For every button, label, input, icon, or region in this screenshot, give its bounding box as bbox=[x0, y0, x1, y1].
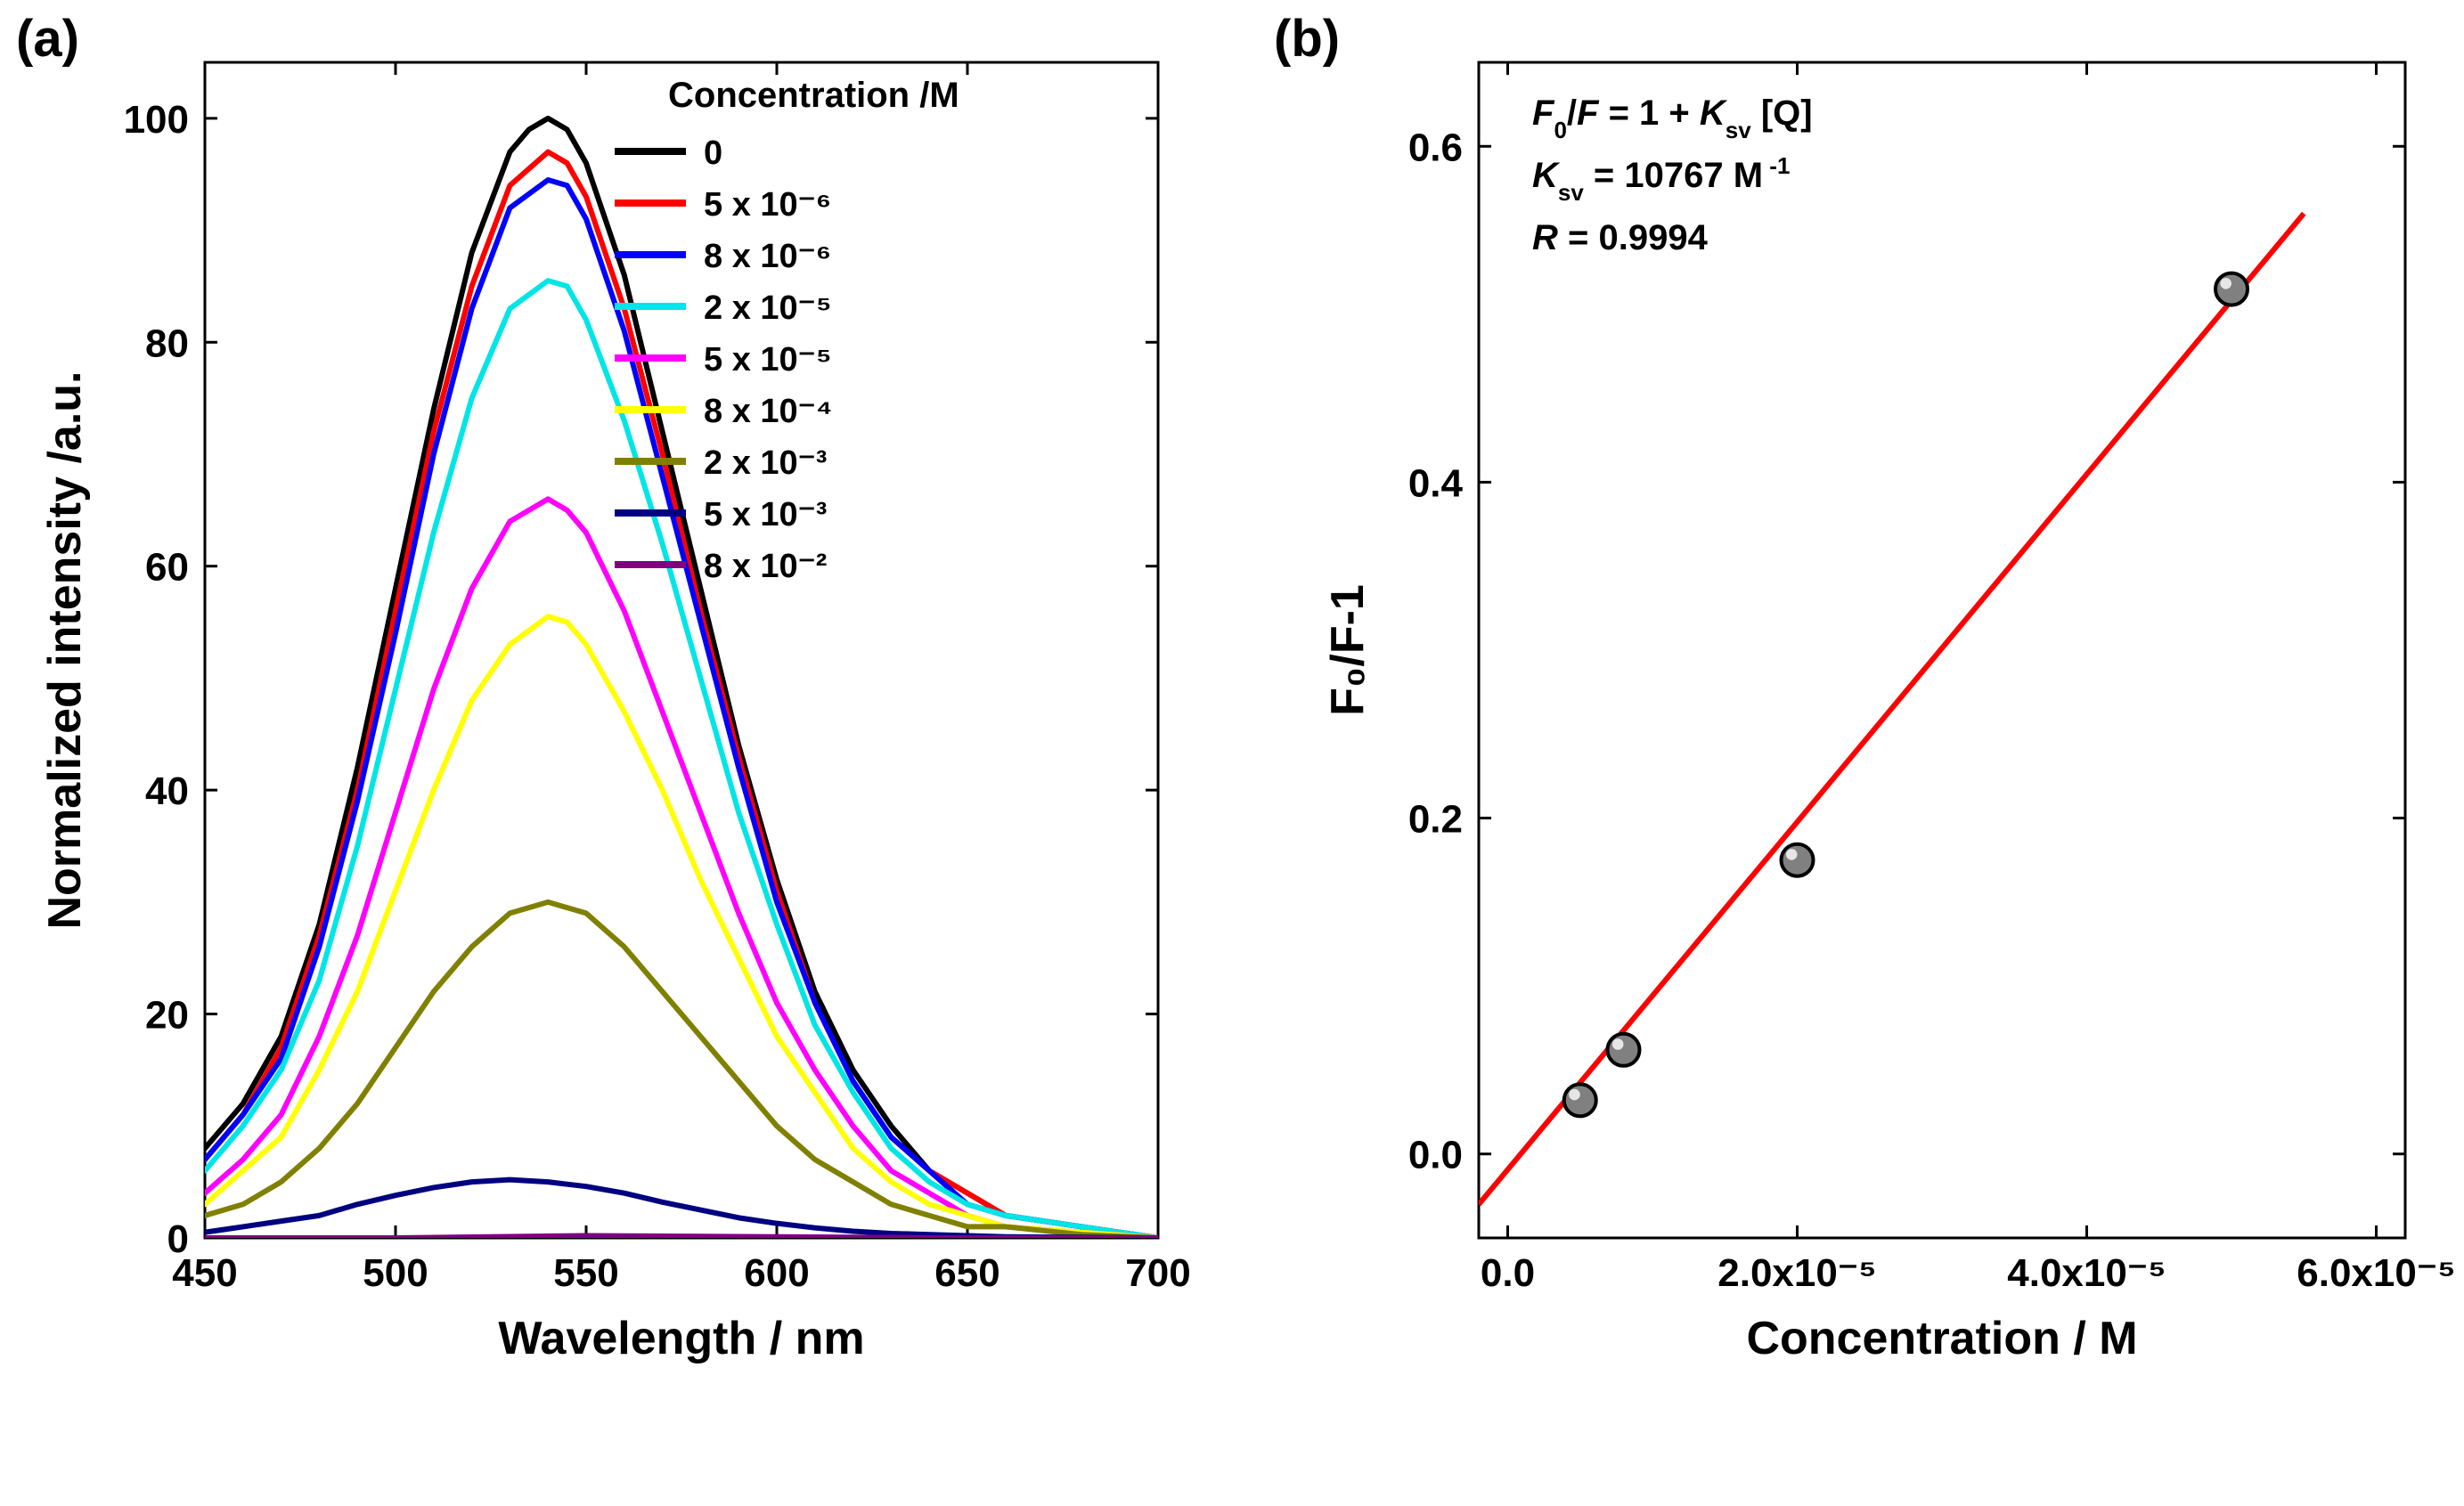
panel-a-ytick-label: 80 bbox=[145, 322, 189, 365]
panel-a-xtick-label: 550 bbox=[553, 1251, 618, 1295]
figure-svg: 450500550600650700020406080100Wavelength… bbox=[0, 0, 2464, 1506]
panel-b-xtick-label: 6.0x10⁻⁵ bbox=[2297, 1251, 2455, 1295]
panel-a-frame bbox=[205, 62, 1158, 1238]
panel-a-series bbox=[205, 1235, 1158, 1238]
legend-item-label: 5 x 10⁻⁶ bbox=[704, 186, 831, 224]
panel-a-label: (a) bbox=[16, 9, 79, 69]
panel-a-ytick-label: 20 bbox=[145, 994, 189, 1038]
panel-a-ytick-label: 100 bbox=[124, 98, 189, 142]
panel-a-xtick-label: 600 bbox=[744, 1251, 809, 1295]
legend-item-label: 5 x 10⁻³ bbox=[704, 496, 827, 533]
panel-b-label: (b) bbox=[1274, 9, 1340, 69]
panel-b-plot-group bbox=[1479, 214, 2304, 1205]
panel-a-xtick-label: 700 bbox=[1125, 1251, 1190, 1295]
panel-b-annot-line2: Ksv = 10767 M -1 bbox=[1532, 152, 1790, 206]
panel-b-point bbox=[1782, 844, 1814, 876]
legend-item-label: 8 x 10⁻⁴ bbox=[704, 393, 833, 430]
panel-b-annot-line3: R = 0.9994 bbox=[1532, 218, 1709, 257]
panel-a-series bbox=[205, 152, 1158, 1238]
panel-b-xtick-label: 0.0 bbox=[1481, 1251, 1535, 1295]
panel-b-point-highlight bbox=[1569, 1089, 1580, 1101]
panel-b-point bbox=[2215, 273, 2248, 305]
panel-a-ytick-label: 40 bbox=[145, 769, 189, 813]
figure: (a) (b) 450500550600650700020406080100Wa… bbox=[0, 0, 2464, 1506]
panel-a-ylabel: Normalized intensity /a.u. bbox=[39, 370, 91, 929]
panel-b-fit-line bbox=[1479, 214, 2304, 1205]
panel-b-ylabel: F₀/F-1 bbox=[1322, 584, 1374, 716]
panel-b-point-highlight bbox=[1786, 849, 1798, 860]
panel-b-point-highlight bbox=[2220, 278, 2231, 289]
panel-a-series bbox=[205, 902, 1158, 1238]
panel-b-ytick-label: 0.2 bbox=[1408, 798, 1463, 842]
panel-b-ytick-label: 0.0 bbox=[1408, 1134, 1463, 1177]
panel-a-xtick-label: 650 bbox=[934, 1251, 999, 1295]
panel-a-xlabel: Wavelength / nm bbox=[498, 1313, 864, 1364]
legend-item-label: 8 x 10⁻⁶ bbox=[704, 238, 831, 275]
panel-b-point-highlight bbox=[1612, 1038, 1624, 1050]
panel-b-annot-line1: F0/F = 1 + Ksv [Q] bbox=[1532, 94, 1813, 143]
legend-item-label: 0 bbox=[704, 134, 722, 172]
panel-a-ytick-label: 60 bbox=[145, 546, 189, 590]
legend-item-label: 2 x 10⁻³ bbox=[704, 444, 827, 482]
panel-a-legend-title: Concentration /M bbox=[668, 76, 959, 115]
legend-item-label: 2 x 10⁻⁵ bbox=[704, 289, 832, 327]
panel-b-point bbox=[1608, 1034, 1640, 1066]
panel-b-ytick-label: 0.4 bbox=[1408, 461, 1464, 505]
panel-b-ytick-label: 0.6 bbox=[1408, 126, 1463, 169]
panel-a-xtick-label: 500 bbox=[363, 1251, 428, 1295]
panel-b-xtick-label: 2.0x10⁻⁵ bbox=[1717, 1251, 1876, 1295]
panel-a-legend: Concentration /M 0 5 x 10⁻⁶ 8 x 10⁻⁶ 2 x 10⁻… bbox=[615, 76, 959, 585]
legend-item-label: 5 x 10⁻⁵ bbox=[704, 341, 832, 379]
panel-b-xtick-label: 4.0x10⁻⁵ bbox=[2007, 1251, 2166, 1295]
legend-item-label: 8 x 10⁻² bbox=[704, 548, 827, 585]
panel-a-series bbox=[205, 118, 1158, 1238]
panel-a-series bbox=[205, 616, 1158, 1238]
panel-a-ytick-label: 0 bbox=[167, 1217, 189, 1261]
panel-b-point bbox=[1564, 1084, 1596, 1116]
panel-a-series-group bbox=[205, 118, 1158, 1238]
panel-b-xlabel: Concentration / M bbox=[1746, 1313, 2137, 1364]
panel-a-series bbox=[205, 180, 1158, 1238]
